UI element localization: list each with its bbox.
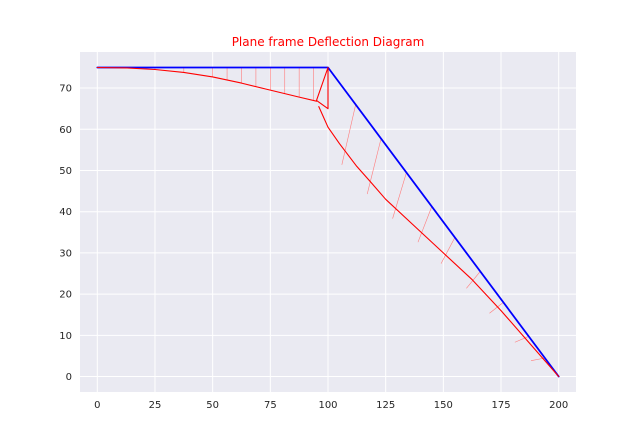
hatch-line [466, 271, 481, 289]
grid [80, 52, 576, 392]
hatch-line [366, 138, 382, 195]
deflected-member-2 [318, 106, 560, 378]
y-tick-label: 20 [59, 290, 72, 301]
x-tick-label: 100 [318, 400, 337, 411]
deflected-member-1 [96, 66, 318, 102]
hatch-line [514, 336, 529, 343]
x-axis-ticks: 0 25 50 75 100 125 150 175 200 [94, 400, 568, 411]
x-tick-label: 25 [149, 400, 162, 411]
y-tick-label: 30 [59, 248, 72, 259]
y-tick-label: 70 [59, 84, 72, 95]
y-tick-label: 60 [59, 125, 72, 136]
x-tick-label: 175 [491, 400, 510, 411]
y-tick-label: 10 [59, 331, 72, 342]
y-tick-label: 0 [66, 372, 72, 383]
hatch-line [392, 172, 407, 219]
series [96, 66, 560, 378]
x-tick-label: 50 [206, 400, 219, 411]
hatch-line [341, 104, 356, 165]
rigid-joint-triangle [315, 66, 329, 110]
deflection-hatching [125, 67, 545, 362]
hatch-line [440, 237, 456, 264]
chart-title: Plane frame Deflection Diagram [232, 35, 425, 49]
x-tick-label: 200 [549, 400, 568, 411]
hatch-line [489, 302, 504, 314]
y-tick-label: 50 [59, 166, 72, 177]
hatch-line [417, 206, 433, 243]
y-tick-label: 40 [59, 207, 72, 218]
x-tick-label: 125 [376, 400, 395, 411]
x-tick-label: 75 [264, 400, 277, 411]
x-tick-label: 0 [94, 400, 100, 411]
x-tick-label: 150 [434, 400, 453, 411]
y-axis-ticks: 0 10 20 30 40 50 60 70 [59, 84, 72, 383]
